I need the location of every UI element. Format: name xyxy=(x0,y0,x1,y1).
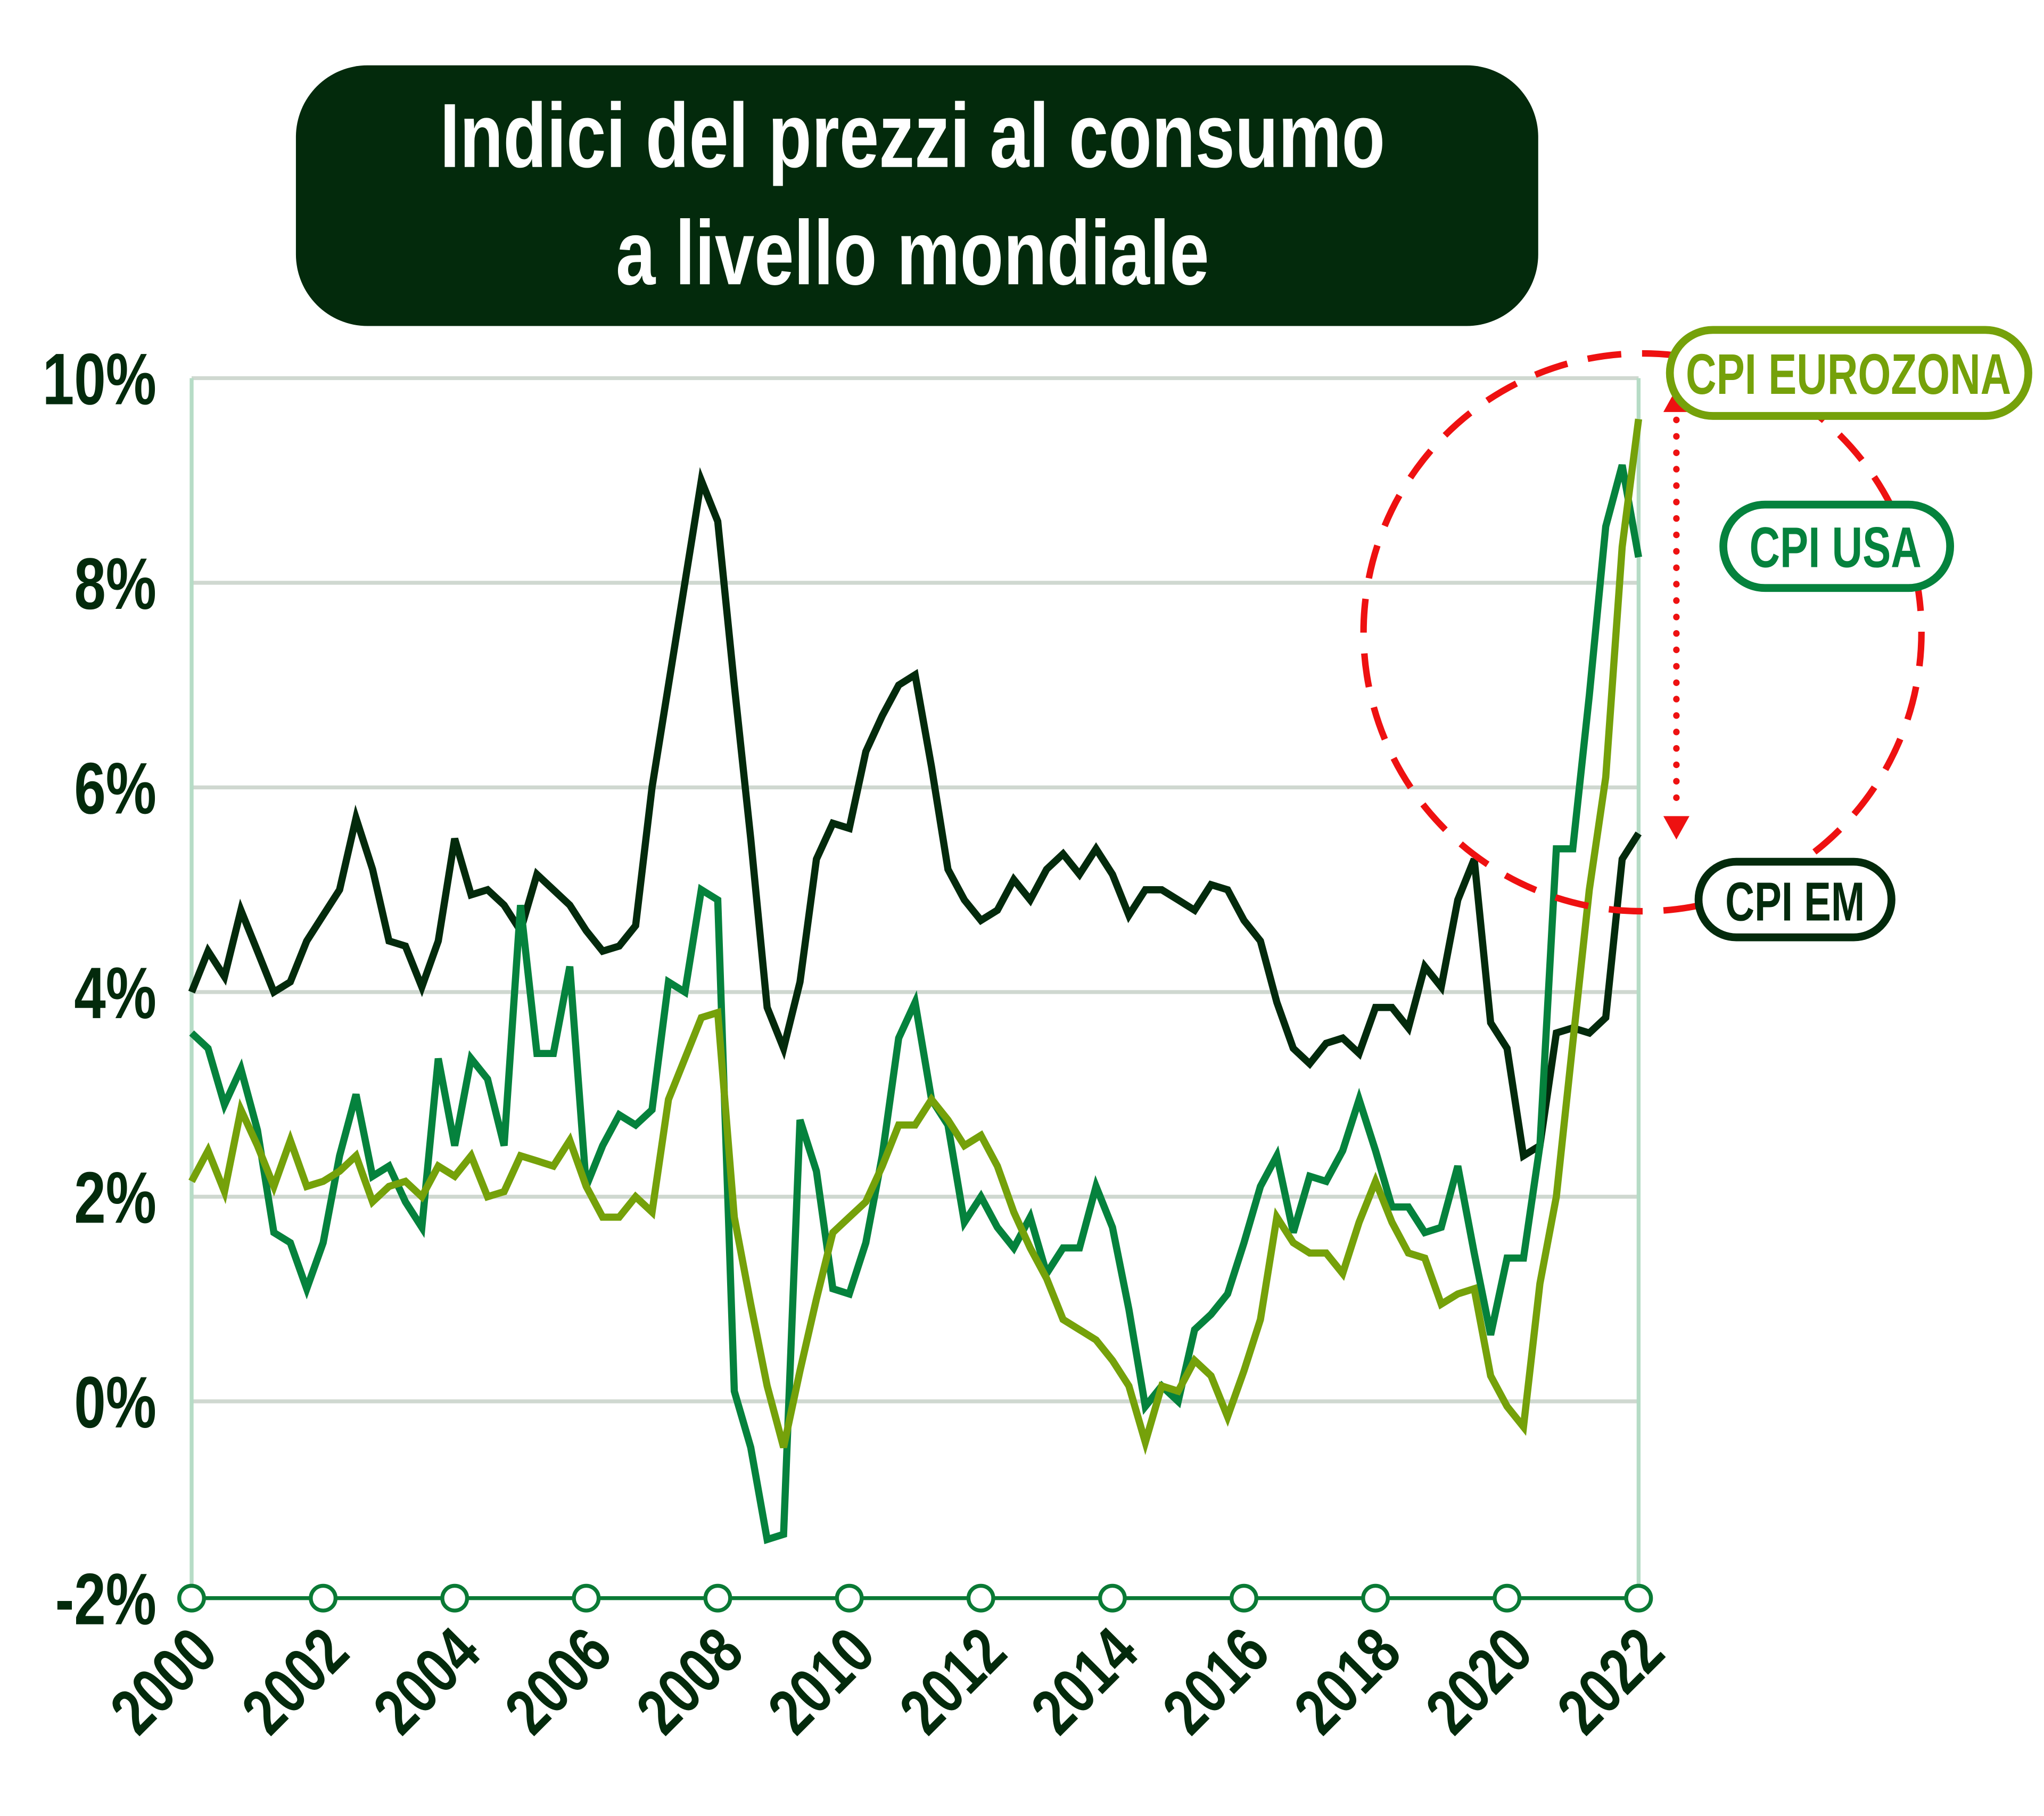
x-tick-label: 2014 xyxy=(1018,1614,1151,1747)
x-tick-marker xyxy=(1230,1583,1258,1613)
x-tick-marker xyxy=(966,1583,995,1613)
legend-pill xyxy=(1694,857,1895,942)
gridlines xyxy=(189,376,1641,1598)
x-tick-marker xyxy=(1361,1583,1390,1613)
series-line-cpi-em xyxy=(188,467,1642,1162)
title-banner: Indici del prezzi al consumo a livello m… xyxy=(295,65,1538,326)
x-tick-label: 2002 xyxy=(229,1614,362,1747)
y-tick-label: 0% xyxy=(74,1362,156,1443)
x-tick-marker xyxy=(703,1583,732,1613)
legend-item-usa: CPI USA xyxy=(1719,500,1955,592)
y-tick-label: 2% xyxy=(74,1158,156,1239)
legend-label: CPI EUROZONA xyxy=(1686,342,2011,407)
y-tick-label: 4% xyxy=(74,953,156,1034)
series-line-cpi-usa xyxy=(189,464,1642,1545)
highlight-annotation xyxy=(1360,350,1925,915)
legend-label: CPI USA xyxy=(1749,516,1921,580)
legend-item-eurozona: CPI EUROZONA xyxy=(1666,326,2032,420)
legend-pill xyxy=(1719,500,1955,592)
x-tick-marker xyxy=(309,1583,338,1613)
y-tick-label: 10% xyxy=(43,339,156,420)
highlight-dashed-circle xyxy=(1360,350,1925,915)
chart-title-line1: Indici del prezzi al consumo xyxy=(440,85,1385,187)
x-tick-label: 2020 xyxy=(1413,1614,1546,1747)
x-tick-marker xyxy=(440,1583,469,1613)
x-tick-label: 2018 xyxy=(1281,1614,1414,1747)
y-tick-label: 6% xyxy=(74,748,156,830)
x-tick-label: 2012 xyxy=(886,1614,1019,1747)
legend-pill xyxy=(1666,326,2032,420)
x-tick-label: 2008 xyxy=(623,1614,756,1747)
arrow-down-icon xyxy=(1663,816,1689,840)
title-background xyxy=(295,65,1538,326)
y-tick-label: -2% xyxy=(55,1559,156,1640)
x-tick-label: 2022 xyxy=(1544,1614,1677,1747)
x-tick-marker xyxy=(572,1583,601,1613)
legend-item-em: CPI EM xyxy=(1694,857,1895,942)
y-tick-label: 8% xyxy=(74,543,156,625)
legend: CPI EUROZONA CPI USA CPI EM xyxy=(1666,326,2032,942)
x-tick-marker xyxy=(1624,1583,1653,1613)
x-tick-label: 2010 xyxy=(755,1614,888,1747)
series-line-cpi-eurozona xyxy=(188,418,1643,1455)
chart-title-line2: a livello mondiale xyxy=(616,202,1209,304)
x-tick-marker xyxy=(1493,1583,1522,1613)
x-tick-label: 2016 xyxy=(1149,1614,1282,1747)
x-tick-marker xyxy=(835,1583,864,1613)
legend-label: CPI EM xyxy=(1725,871,1865,932)
x-tick-marker xyxy=(1098,1583,1127,1613)
x-tick-label: 2004 xyxy=(360,1614,493,1747)
series-lines xyxy=(188,418,1643,1545)
y-axis-ticks: 10% 8% 6% 4% 2% 0% -2% xyxy=(43,339,156,1640)
x-tick-marker xyxy=(177,1583,206,1613)
x-axis: 2000200220042006200820102012201420162018… xyxy=(97,1583,1677,1747)
x-tick-label: 2006 xyxy=(492,1614,625,1747)
